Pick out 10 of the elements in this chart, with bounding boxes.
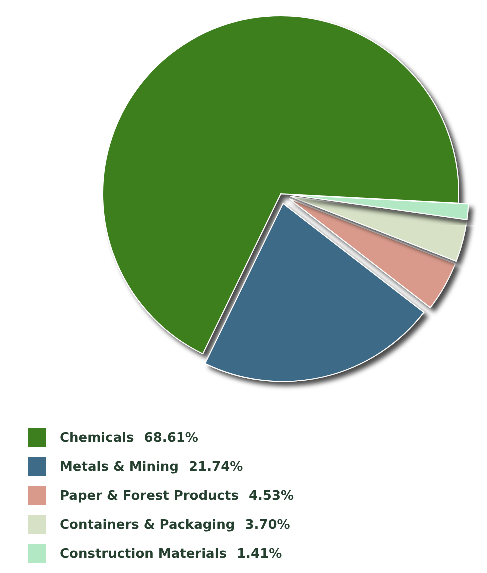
data-label: 68.61% xyxy=(144,431,198,446)
legend-label: Containers & Packaging xyxy=(60,518,236,533)
data-label: 21.74% xyxy=(189,460,244,475)
data-label: 3.70% xyxy=(245,518,290,533)
data-label: 1.41% xyxy=(237,547,282,562)
legend-label: Metals & Mining xyxy=(60,460,179,475)
legend-label: Paper & Forest Products xyxy=(60,489,240,504)
legend-label: Construction Materials xyxy=(60,547,228,562)
legend-label: Chemicals xyxy=(60,431,135,446)
data-label: 4.53% xyxy=(248,489,294,504)
